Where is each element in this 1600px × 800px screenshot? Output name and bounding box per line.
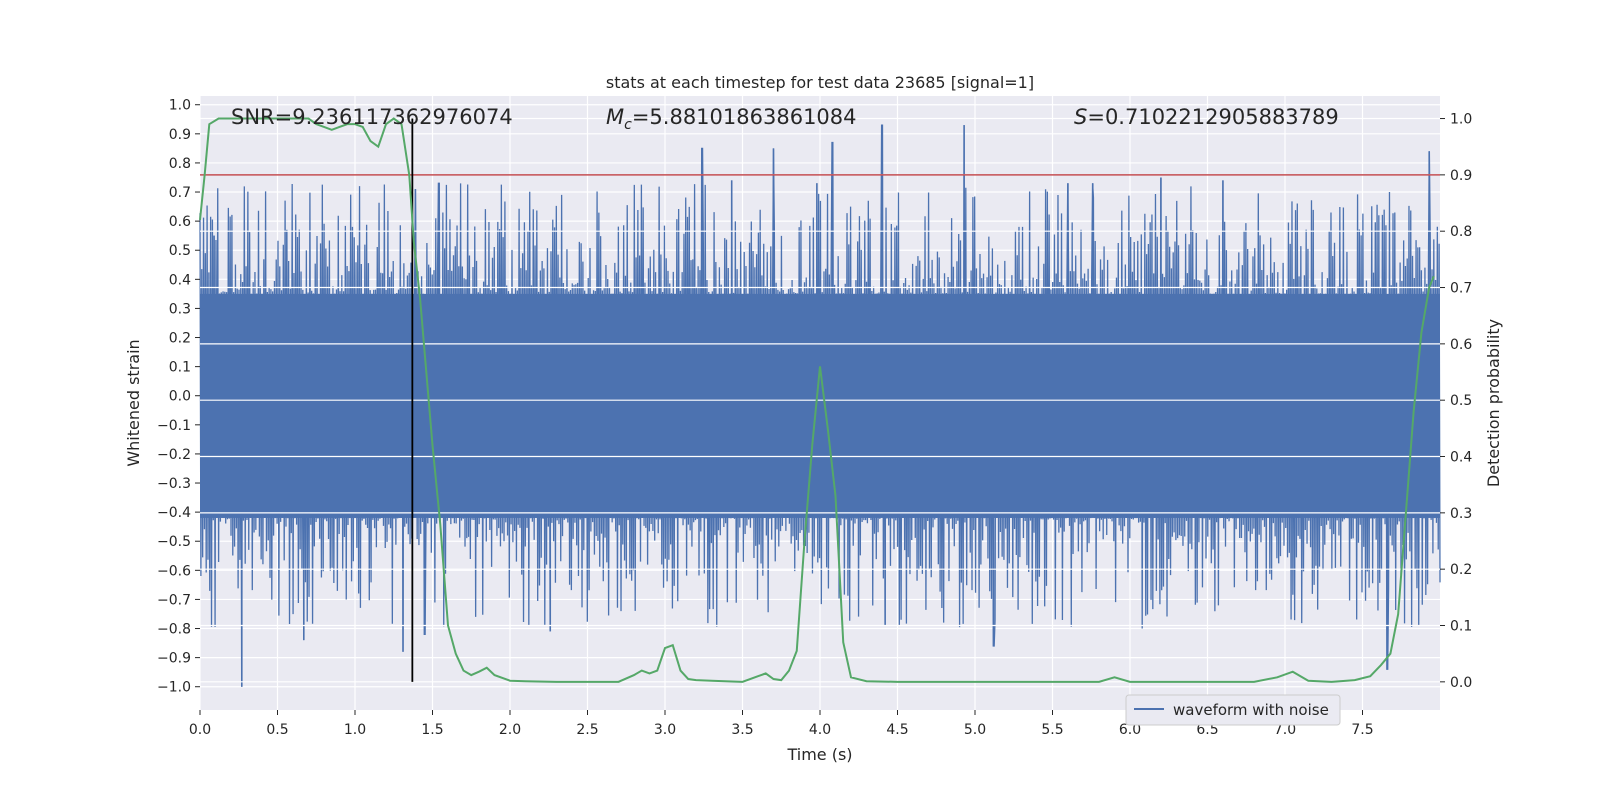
x-tick-label: 6.5 [1196,722,1218,738]
x-axis-ticks: 0.0 0.5 1.0 1.5 2.0 2.5 3.0 3.5 4.0 4.5 5.0 5.5 6.0 6… [189,710,1374,738]
y-right-tick-label: 0.0 [1450,675,1472,691]
y-left-tick-label: 0.0 [169,389,191,405]
y-left-tick-label: −0.4 [157,505,191,521]
s-symbol: S [1074,105,1087,129]
snr-annotation: SNR=9.236117362976074 [231,105,513,129]
x-tick-label: 1.5 [421,722,443,738]
s-value: =0.7102212905883789 [1087,105,1338,129]
x-tick-label: 4.0 [809,722,831,738]
x-tick-label: 0.5 [266,722,288,738]
y-right-tick-label: 0.9 [1450,168,1472,184]
y-left-axis-ticks: 1.0 0.9 0.8 0.7 0.6 0.5 0.4 0.3 0.2 0.1 0.0 −0.1 −0.… [157,98,200,696]
y-left-tick-label: −0.1 [157,418,191,434]
y-left-tick-label: 1.0 [169,98,191,114]
y-right-tick-label: 0.3 [1450,506,1472,522]
y-left-tick-label: −0.3 [157,476,191,492]
x-tick-label: 3.5 [731,722,753,738]
waveform-series [199,124,1441,687]
chirp-mass-annotation: Mc=5.88101863861084 [606,105,857,133]
y-right-axis-label: Detection probability [1484,319,1503,487]
y-left-tick-label: 0.1 [169,360,191,376]
y-right-tick-label: 0.7 [1450,281,1472,297]
x-tick-label: 3.0 [654,722,676,738]
y-left-tick-label: 0.7 [169,185,191,201]
y-left-tick-label: 0.5 [169,243,191,259]
detection-probability-series [199,117,1435,683]
chirp-mass-symbol: M [606,105,624,129]
y-right-tick-label: 0.8 [1450,224,1472,240]
s-annotation: S=0.7102212905883789 [1074,105,1339,129]
x-tick-label: 6.0 [1119,722,1141,738]
y-right-tick-label: 0.6 [1450,337,1472,353]
right-axis-grid [200,117,1440,683]
x-tick-label: 5.5 [1041,722,1063,738]
detection-probability-line [199,117,1435,683]
y-left-tick-label: 0.4 [169,272,191,288]
chart-title: stats at each timestep for test data 236… [606,73,1034,92]
y-left-tick-label: −0.7 [157,592,191,608]
y-left-tick-label: 0.3 [169,301,191,317]
legend: waveform with noise [1125,694,1341,726]
y-left-tick-label: −0.2 [157,447,191,463]
x-axis-label: Time (s) [786,745,852,764]
x-tick-label: 4.5 [886,722,908,738]
chirp-mass-subscript: c [624,117,632,133]
y-left-tick-label: −1.0 [157,680,191,696]
y-right-tick-label: 0.2 [1450,562,1472,578]
legend-entry: waveform with noise [1173,701,1329,719]
y-right-tick-label: 0.1 [1450,619,1472,635]
waveform-core-band [200,293,1440,518]
y-right-axis-ticks: 1.0 0.9 0.8 0.7 0.6 0.5 0.4 0.3 0.2 0.1 0.0 [1440,112,1472,691]
y-right-tick-label: 1.0 [1450,112,1472,128]
x-tick-label: 2.0 [499,722,521,738]
x-tick-label: 7.5 [1351,722,1373,738]
y-left-tick-label: −0.9 [157,651,191,667]
x-tick-label: 5.0 [964,722,986,738]
y-left-tick-label: 0.2 [169,331,191,347]
x-tick-label: 2.5 [576,722,598,738]
y-left-tick-label: 0.9 [169,127,191,143]
legend-box [1125,694,1341,726]
x-tick-label: 0.0 [189,722,211,738]
y-left-tick-label: −0.8 [157,622,191,638]
y-left-tick-label: −0.6 [157,563,191,579]
y-left-tick-label: 0.6 [169,214,191,230]
y-left-tick-label: −0.5 [157,534,191,550]
chirp-mass-value: =5.88101863861084 [632,105,857,129]
x-tick-label: 1.0 [344,722,366,738]
y-right-tick-label: 0.4 [1450,450,1472,466]
x-tick-label: 7.0 [1274,722,1296,738]
y-left-axis-label: Whitened strain [124,339,143,466]
y-left-tick-label: 0.8 [169,156,191,172]
y-right-tick-label: 0.5 [1450,393,1472,409]
